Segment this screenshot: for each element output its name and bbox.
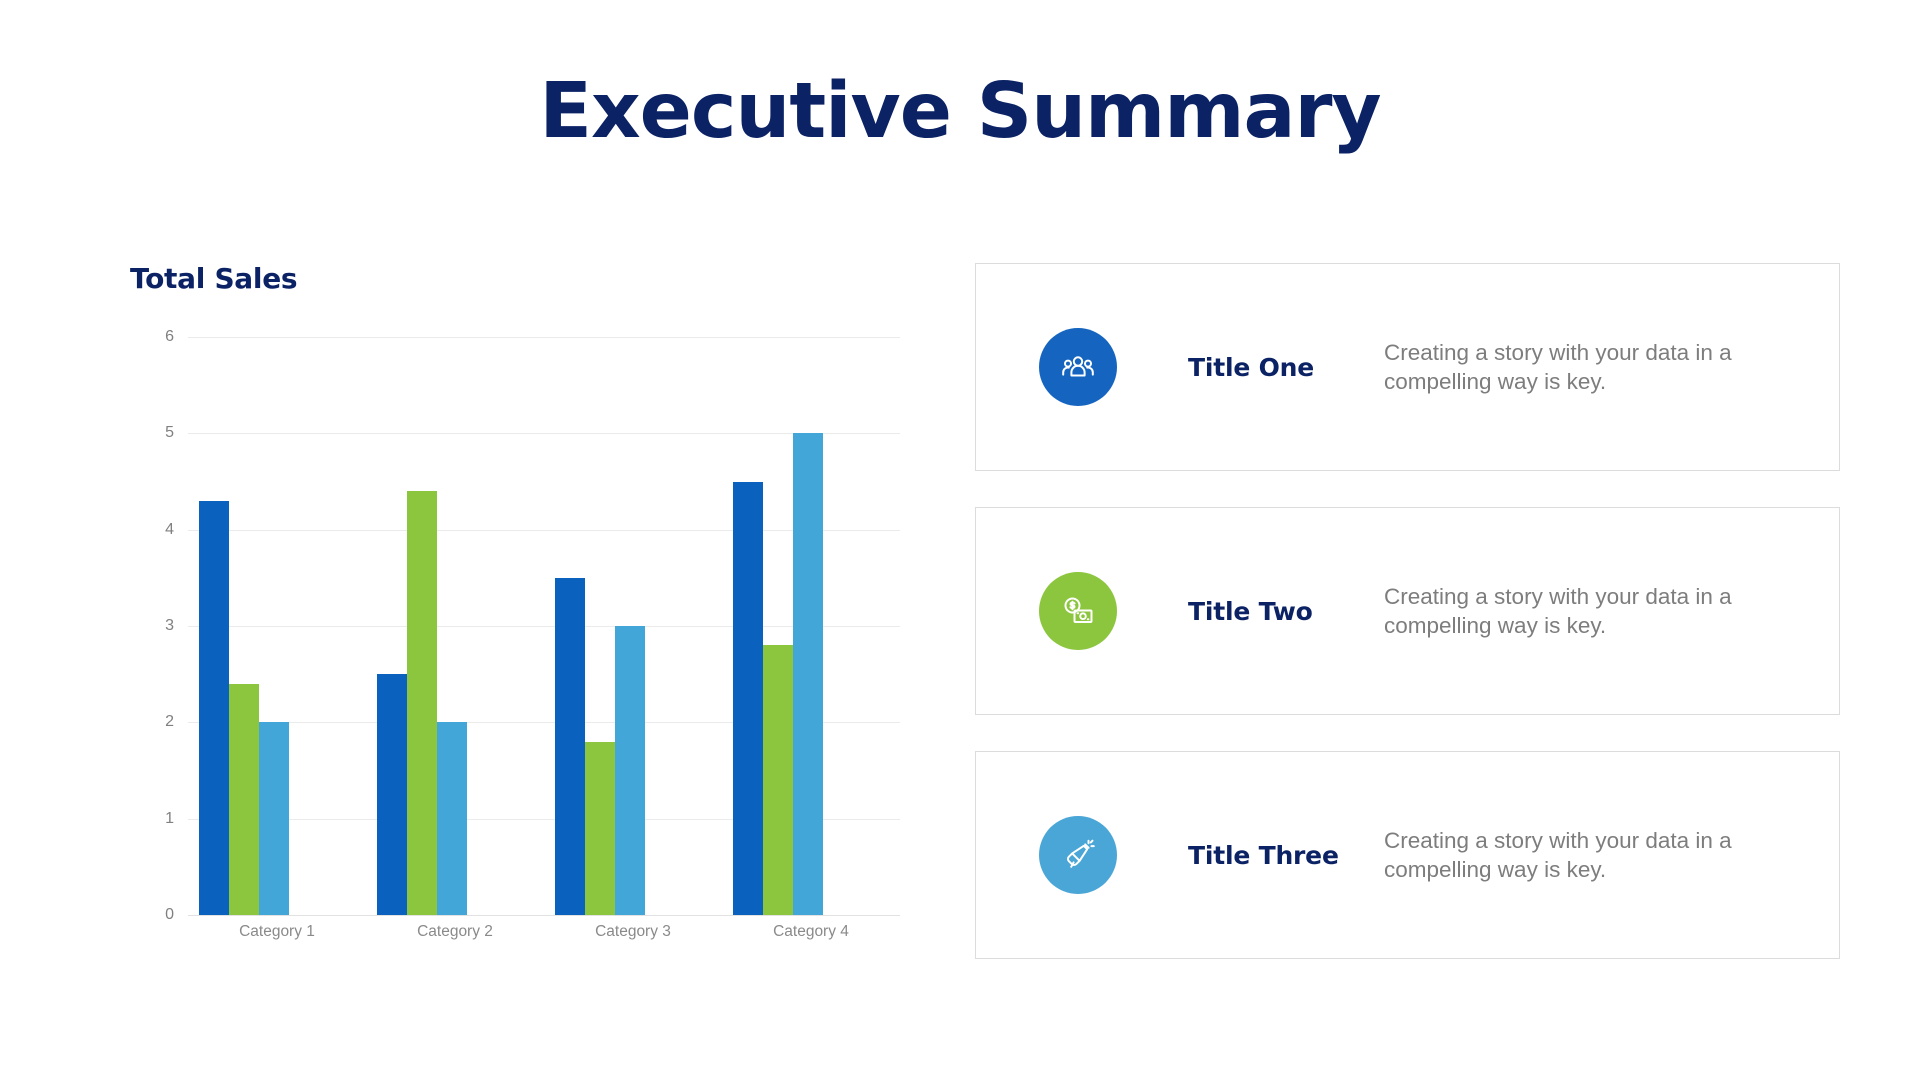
bar-group bbox=[366, 337, 544, 915]
bar-group-bars bbox=[722, 337, 900, 915]
chart-bar[interactable] bbox=[554, 577, 585, 915]
x-axis-tick-label: Category 3 bbox=[595, 923, 671, 940]
summary-card-body: Creating a story with your data in a com… bbox=[1384, 827, 1732, 882]
megaphone-icon bbox=[1039, 816, 1117, 894]
chart-bar[interactable] bbox=[228, 683, 259, 915]
chart-bar[interactable] bbox=[792, 433, 823, 915]
chart-bar[interactable] bbox=[436, 722, 467, 915]
y-axis-tick-label: 2 bbox=[165, 713, 174, 731]
chart-panel: Total Sales 0 1 2 3 4 5 6 Category 1 Category 2… bbox=[130, 262, 900, 962]
summary-card-list: Title One Creating a story with your data… bbox=[975, 263, 1840, 995]
money-cash-icon bbox=[1039, 572, 1117, 650]
x-axis-tick-label: Category 2 bbox=[417, 923, 493, 940]
chart-plot-area bbox=[188, 337, 900, 916]
summary-card-title: Title Two bbox=[1188, 596, 1313, 626]
gridline bbox=[188, 626, 900, 627]
x-axis-tick-label: Category 1 bbox=[239, 923, 315, 940]
gridline bbox=[188, 818, 900, 820]
chart-title: Total Sales bbox=[130, 262, 298, 295]
bar-group-bars bbox=[188, 337, 366, 915]
bar-group bbox=[722, 337, 900, 915]
bar-group bbox=[544, 337, 722, 915]
gridline bbox=[188, 915, 900, 916]
bar-group-bars bbox=[366, 337, 544, 915]
y-axis-tick-label: 3 bbox=[165, 617, 174, 634]
chart-bar[interactable] bbox=[198, 500, 229, 915]
y-axis-tick-label: 0 bbox=[165, 906, 174, 923]
gridline bbox=[188, 337, 900, 338]
gridline bbox=[188, 722, 900, 724]
chart-bar[interactable] bbox=[732, 481, 763, 915]
summary-card[interactable]: Title Two Creating a story with your data… bbox=[975, 507, 1840, 715]
page-title: Executive Summary bbox=[539, 67, 1381, 156]
y-axis-tick-label: 4 bbox=[165, 520, 174, 538]
summary-card-body: Creating a story with your data in a com… bbox=[1384, 583, 1732, 638]
bar-group bbox=[188, 337, 366, 915]
chart-bar[interactable] bbox=[376, 674, 407, 915]
chart-bar[interactable] bbox=[584, 741, 615, 915]
summary-card-body: Creating a story with your data in a com… bbox=[1384, 339, 1732, 394]
chart-bar[interactable] bbox=[762, 645, 793, 915]
gridline bbox=[188, 433, 900, 435]
summary-card[interactable]: Title One Creating a story with your data… bbox=[975, 263, 1840, 471]
bar-group-bars bbox=[544, 337, 722, 915]
chart-bar[interactable] bbox=[614, 626, 645, 915]
chart-bar[interactable] bbox=[406, 491, 437, 915]
y-axis-tick-label: 6 bbox=[165, 328, 174, 345]
y-axis-tick-label: 1 bbox=[165, 809, 174, 827]
summary-card[interactable]: Title Three Creating a story with your da… bbox=[975, 751, 1840, 959]
y-axis-tick-label: 5 bbox=[165, 424, 174, 442]
summary-card-title: Title One bbox=[1188, 352, 1315, 382]
x-axis-tick-label: Category 4 bbox=[773, 923, 849, 940]
people-group-icon bbox=[1039, 328, 1117, 406]
chart-x-axis: Category 1 Category 2 Category 3 Category 4 bbox=[188, 923, 900, 941]
chart-bar-groups bbox=[188, 337, 900, 915]
chart-bar[interactable] bbox=[258, 722, 289, 915]
gridline bbox=[188, 529, 900, 531]
summary-card-title: Title Three bbox=[1188, 840, 1339, 870]
